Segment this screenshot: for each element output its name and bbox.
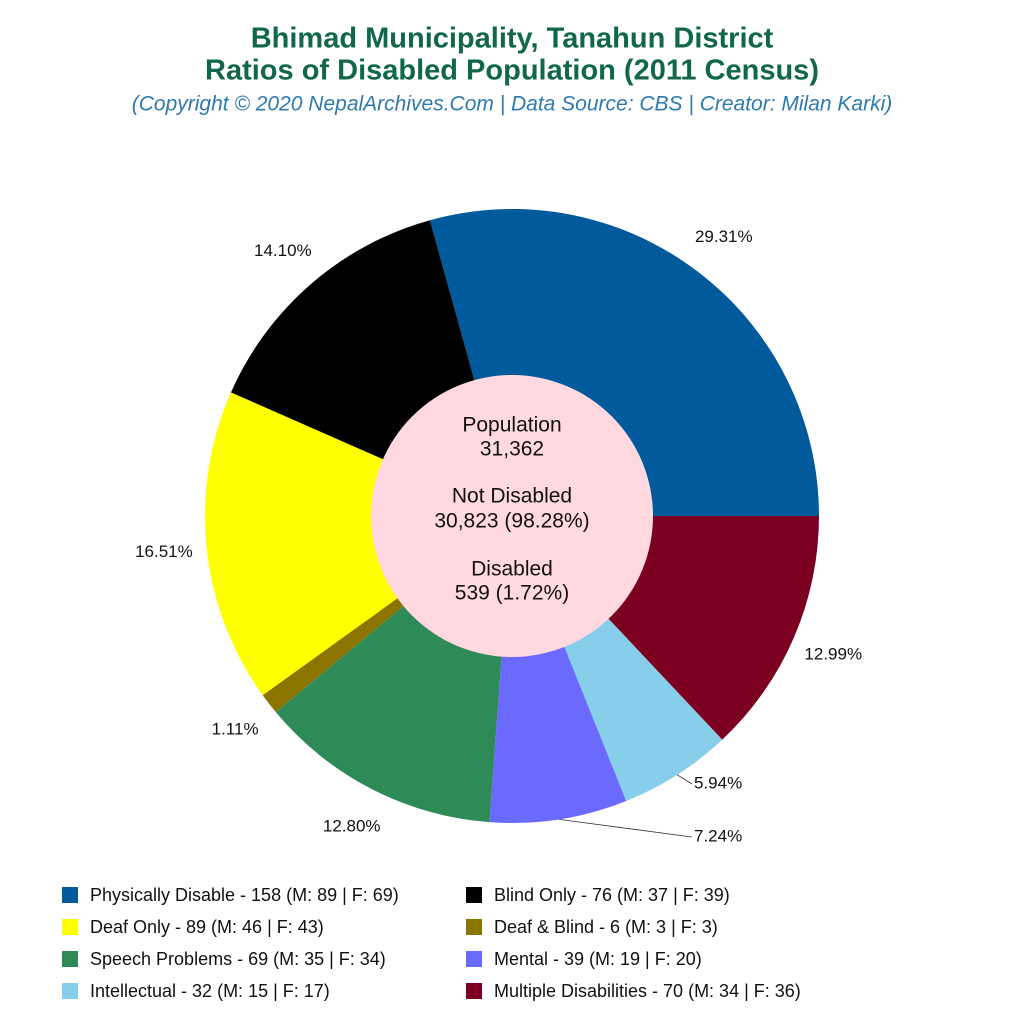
legend-swatch <box>62 983 78 999</box>
leader-line <box>676 774 693 785</box>
slice-label: 29.31% <box>695 227 753 246</box>
slice-label: 16.51% <box>135 542 193 561</box>
slice-label: 12.80% <box>323 817 381 836</box>
legend-swatch <box>466 951 482 967</box>
legend-label: Mental - 39 (M: 19 | F: 20) <box>494 949 702 969</box>
center-disc <box>371 375 653 657</box>
legend-swatch <box>62 919 78 935</box>
legend-label: Speech Problems - 69 (M: 35 | F: 34) <box>90 949 386 969</box>
center-text: Disabled <box>471 558 553 581</box>
legend-label: Multiple Disabilities - 70 (M: 34 | F: 3… <box>494 981 801 1001</box>
legend-swatch <box>466 887 482 903</box>
slice-label: 12.99% <box>804 644 862 663</box>
legend-label: Deaf & Blind - 6 (M: 3 | F: 3) <box>494 917 718 937</box>
slice-label: 5.94% <box>694 773 742 792</box>
legend-label: Physically Disable - 158 (M: 89 | F: 69) <box>90 885 399 905</box>
legend-swatch <box>466 983 482 999</box>
legend-label: Intellectual - 32 (M: 15 | F: 17) <box>90 981 330 1001</box>
leader-line <box>559 818 693 838</box>
legend-label: Deaf Only - 89 (M: 46 | F: 43) <box>90 917 324 937</box>
source-note: (Copyright © 2020 NepalArchives.Com | Da… <box>132 93 893 116</box>
slice-label: 14.10% <box>254 241 312 260</box>
legend-swatch <box>466 919 482 935</box>
slice-label: 7.24% <box>694 826 742 845</box>
slice-label: 1.11% <box>212 720 259 739</box>
chart-subtitle: Ratios of Disabled Population (2011 Cens… <box>205 55 819 87</box>
pie-slice <box>205 392 512 696</box>
chart-title: Bhimad Municipality, Tanahun District <box>251 23 774 55</box>
center-text: 30,823 (98.28%) <box>434 510 589 533</box>
legend-swatch <box>62 887 78 903</box>
center-text: 31,362 <box>480 438 544 461</box>
center-text: Not Disabled <box>452 485 572 508</box>
center-text: 539 (1.72%) <box>455 582 569 605</box>
legend-swatch <box>62 951 78 967</box>
legend-label: Blind Only - 76 (M: 37 | F: 39) <box>494 885 730 905</box>
center-text: Population <box>462 414 561 437</box>
